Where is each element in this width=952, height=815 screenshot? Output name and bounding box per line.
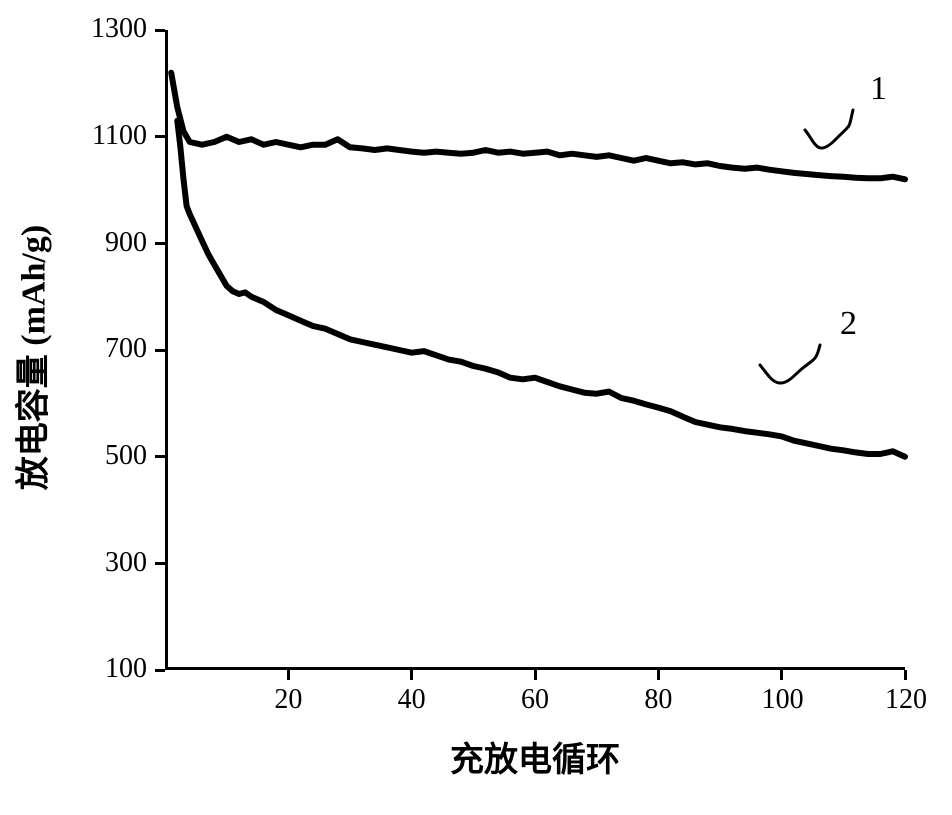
series-2-label: 2 (840, 305, 857, 343)
series-1-label: 1 (870, 70, 887, 108)
x-tick (904, 670, 907, 680)
x-axis-title: 充放电循环 (385, 732, 685, 781)
y-axis-title: 放电容量 (mAh/g) (6, 208, 55, 508)
x-tick-label: 20 (268, 684, 308, 716)
y-tick (155, 455, 165, 458)
y-tick-label: 1300 (91, 13, 147, 45)
x-tick (657, 670, 660, 680)
discharge-capacity-chart: 100 300 500 700 900 1100 1300 20 40 60 80 100 120 放… (0, 0, 952, 815)
x-tick-label: 40 (392, 684, 432, 716)
y-tick-label: 300 (105, 547, 147, 579)
x-tick-label: 100 (762, 684, 802, 716)
y-tick-label: 700 (105, 333, 147, 365)
x-tick (534, 670, 537, 680)
y-tick-label: 100 (105, 653, 147, 685)
x-tick-label: 80 (638, 684, 678, 716)
y-tick-label: 900 (105, 227, 147, 259)
x-tick-label: 60 (515, 684, 555, 716)
y-tick-label: 1100 (92, 120, 147, 152)
y-tick (155, 669, 165, 672)
x-tick (287, 670, 290, 680)
y-tick (155, 349, 165, 352)
x-tick-label: 120 (885, 684, 925, 716)
y-tick (155, 242, 165, 245)
plot-area (165, 30, 905, 670)
y-tick (155, 562, 165, 565)
y-tick-label: 500 (105, 440, 147, 472)
y-tick (155, 29, 165, 32)
x-tick (410, 670, 413, 680)
y-tick (155, 135, 165, 138)
x-tick (780, 670, 783, 680)
